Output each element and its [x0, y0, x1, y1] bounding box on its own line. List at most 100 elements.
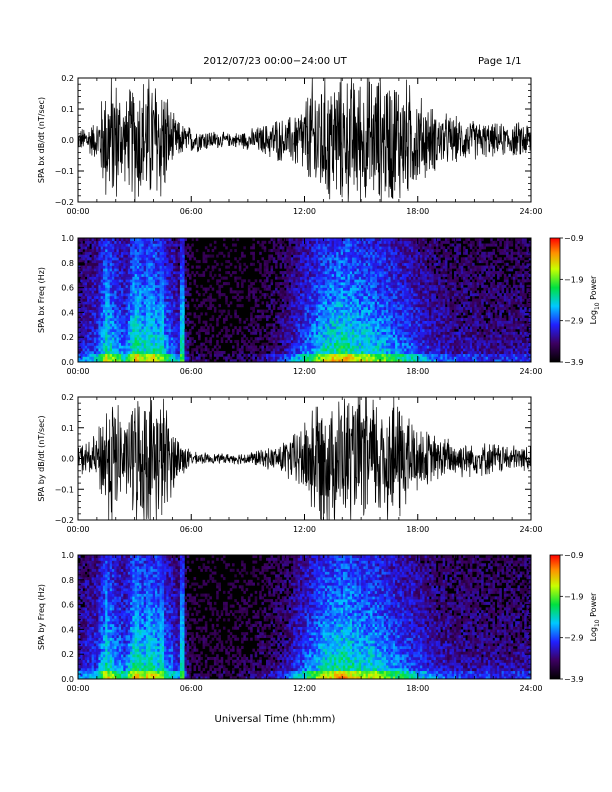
- spectrogram-cell: [376, 243, 380, 247]
- spectrogram-cell: [132, 309, 135, 313]
- spectrogram-cell: [374, 271, 378, 275]
- spectrogram-cell: [256, 268, 260, 272]
- spectrogram-cell: [304, 334, 308, 338]
- spectrogram-cell: [376, 345, 380, 349]
- spectrogram-cell: [111, 356, 115, 360]
- spectrogram-cell: [329, 342, 332, 346]
- spectrogram-cell: [123, 238, 126, 242]
- spectrogram-cell: [87, 350, 90, 355]
- spectrogram-cell: [84, 251, 88, 255]
- spectrogram-cell: [361, 238, 364, 242]
- spectrogram-cell: [345, 353, 348, 357]
- spectrogram-cell: [109, 243, 113, 247]
- spectrogram-cell: [173, 309, 176, 313]
- spectrogram-cell: [130, 260, 133, 264]
- spectrogram-cell: [327, 304, 330, 308]
- spectrogram-cell: [98, 246, 101, 250]
- spectrogram-cell: [358, 287, 362, 291]
- spectrogram-cell: [125, 353, 129, 357]
- spectrogram-cell: [182, 249, 185, 253]
- spectrogram-cell: [155, 262, 158, 266]
- spectrogram-cell: [315, 282, 319, 286]
- spectrogram-cell: [136, 295, 140, 299]
- spectrogram-cell: [367, 345, 371, 349]
- spectrogram-cell: [80, 271, 83, 275]
- spectrogram-cell: [322, 345, 326, 349]
- spectrogram-cell: [82, 251, 86, 255]
- spectrogram-cell: [179, 342, 183, 346]
- spectrogram-cell: [155, 359, 158, 363]
- spectrogram-cell: [343, 306, 346, 310]
- spectrogram-cell: [136, 317, 140, 321]
- spectrogram-cell: [331, 246, 335, 250]
- spectrogram-cell: [313, 293, 317, 297]
- spectrogram-cell: [318, 342, 321, 346]
- spectrogram-cell: [107, 249, 110, 253]
- spectrogram-cell: [361, 304, 364, 308]
- spectrogram-cell: [109, 331, 113, 335]
- spectrogram-cell: [318, 339, 321, 344]
- spectrogram-cell: [340, 240, 344, 244]
- spectrogram-cell: [363, 356, 366, 360]
- spectrogram-cell: [365, 301, 369, 305]
- spectrogram-cell: [372, 249, 376, 253]
- spectrogram-cell: [241, 295, 244, 299]
- spectrogram-cell: [290, 348, 294, 352]
- spectrogram-cell: [84, 359, 88, 363]
- spectrogram-cell: [309, 268, 312, 272]
- spectrogram-cell: [164, 249, 167, 253]
- spectrogram-cell: [338, 339, 342, 344]
- spectrogram-cell: [309, 287, 312, 291]
- spectrogram-cell: [304, 317, 308, 321]
- spectrogram-cell: [372, 293, 376, 297]
- spectrogram-cell: [284, 301, 287, 305]
- spectrogram-cell: [266, 334, 269, 338]
- spectrogram-cell: [345, 243, 348, 247]
- spectrogram-cell: [127, 287, 131, 291]
- spectrogram-cell: [374, 348, 378, 352]
- spectrogram-cell: [175, 301, 178, 305]
- spectrogram-cell: [157, 295, 160, 299]
- spectrogram-cell: [150, 309, 154, 313]
- spectrogram-cell: [356, 356, 360, 360]
- spectrogram-cell: [105, 320, 108, 324]
- spectrogram-cell: [107, 293, 110, 297]
- spectrogram-cell: [152, 238, 156, 242]
- spectrogram-cell: [358, 276, 362, 280]
- spectrogram-cell: [352, 293, 355, 297]
- spectrogram-cell: [290, 315, 294, 319]
- spectrogram-cell: [139, 320, 142, 324]
- spectrogram-cell: [340, 337, 344, 341]
- spectrogram-cell: [87, 323, 90, 327]
- spectrogram-cell: [361, 337, 364, 341]
- spectrogram-cell: [152, 323, 156, 327]
- spectrogram-cell: [322, 304, 326, 308]
- spectrogram-cell: [182, 315, 185, 319]
- spectrogram-cell: [376, 246, 380, 250]
- spectrogram-cell: [322, 334, 326, 338]
- spectrogram-cell: [340, 350, 344, 355]
- spectrogram-cell: [157, 257, 160, 261]
- spectrogram-cell: [98, 315, 101, 319]
- spectrogram-cell: [302, 328, 305, 332]
- spectrogram-cell: [259, 337, 262, 341]
- spectrogram-cell: [87, 334, 90, 338]
- spectrogram-cell: [367, 339, 371, 344]
- spectrogram-cell: [241, 254, 244, 258]
- spectrogram-cell: [136, 251, 140, 255]
- spectrogram-cell: [304, 279, 308, 283]
- spectrogram-cell: [320, 254, 323, 258]
- spectrogram-cell: [299, 350, 303, 355]
- spectrogram-cell: [331, 265, 335, 269]
- spectrogram-cell: [293, 268, 296, 272]
- spectrogram-cell: [331, 304, 335, 308]
- spectrogram-cell: [345, 293, 348, 297]
- spectrogram-cell: [297, 301, 301, 305]
- spectrogram-cell: [313, 359, 317, 363]
- spectrogram-cell: [123, 254, 126, 258]
- spectrogram-cell: [329, 326, 332, 330]
- spectrogram-cell: [284, 254, 287, 258]
- spectrogram-cell: [367, 271, 371, 275]
- spectrogram-cell: [297, 337, 301, 341]
- spectrogram-cell: [148, 246, 151, 250]
